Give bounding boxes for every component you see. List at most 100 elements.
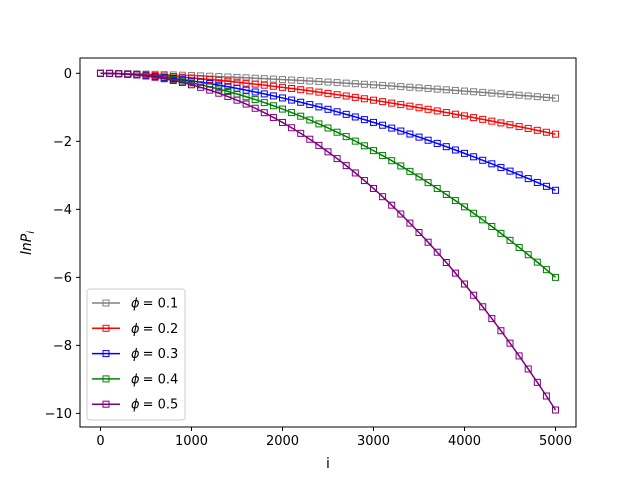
data-point-marker xyxy=(160,75,168,83)
data-point-marker xyxy=(370,147,378,155)
data-point-marker xyxy=(370,118,378,126)
data-point-marker xyxy=(333,155,341,163)
data-point-marker xyxy=(388,82,396,90)
data-point-marker xyxy=(388,201,396,209)
data-point-marker xyxy=(533,126,541,134)
data-point-marker xyxy=(315,103,323,111)
y-tick-label: −2 xyxy=(53,135,72,150)
data-point-marker xyxy=(479,156,487,164)
data-point-marker xyxy=(424,105,432,113)
data-point-marker xyxy=(488,223,496,231)
data-point-marker xyxy=(461,203,469,211)
legend-value: = 0.2 xyxy=(143,322,179,337)
data-point-marker xyxy=(533,258,541,266)
data-point-marker xyxy=(451,197,459,205)
data-point-marker xyxy=(397,101,405,109)
data-point-marker xyxy=(552,130,560,138)
data-point-marker xyxy=(497,229,505,237)
data-point-marker xyxy=(315,78,323,86)
data-point-marker xyxy=(415,104,423,112)
x-tick-label: 5000 xyxy=(539,434,572,449)
data-point-marker xyxy=(488,89,496,97)
data-point-marker xyxy=(370,96,378,104)
x-tick-label: 4000 xyxy=(448,434,481,449)
data-point-marker xyxy=(351,137,359,145)
data-point-marker xyxy=(488,315,496,323)
data-point-marker xyxy=(360,95,368,103)
data-point-marker xyxy=(397,83,405,91)
legend-item: ϕ = 0.4 xyxy=(92,372,178,387)
legend-item: ϕ = 0.2 xyxy=(92,322,178,337)
legend-marker xyxy=(102,400,110,408)
data-point-marker xyxy=(479,216,487,224)
data-point-marker xyxy=(151,73,159,81)
data-point-marker xyxy=(242,74,250,82)
data-point-marker xyxy=(542,93,550,101)
data-point-marker xyxy=(451,146,459,154)
data-point-marker xyxy=(306,87,314,95)
series-line xyxy=(100,72,557,278)
legend-box xyxy=(86,288,186,421)
data-point-marker xyxy=(433,248,441,256)
series-line xyxy=(100,72,556,99)
legend-symbol: ϕ xyxy=(131,322,140,337)
data-point-marker xyxy=(115,70,123,78)
data-point-marker xyxy=(351,80,359,88)
data-point-marker xyxy=(360,80,368,88)
x-axis: 0 1000 2000 3000 4000 5000 xyxy=(96,427,572,449)
data-point-marker xyxy=(515,171,523,179)
data-point-marker xyxy=(315,120,323,128)
legend-value: = 0.3 xyxy=(143,347,179,362)
data-point-marker xyxy=(324,89,332,97)
data-point-marker xyxy=(470,291,478,299)
data-point-marker xyxy=(470,114,478,122)
data-point-marker xyxy=(461,87,469,95)
data-point-marker xyxy=(515,123,523,131)
data-point-marker xyxy=(442,190,450,198)
data-point-marker xyxy=(397,210,405,218)
data-point-marker xyxy=(388,124,396,132)
data-point-marker xyxy=(333,108,341,116)
data-point-marker xyxy=(242,100,250,108)
data-point-marker xyxy=(251,96,259,104)
data-point-marker xyxy=(342,79,350,87)
data-point-marker xyxy=(533,378,541,386)
data-point-marker xyxy=(524,124,532,132)
data-point-marker xyxy=(397,127,405,135)
data-point-marker xyxy=(260,109,268,117)
data-point-marker xyxy=(96,69,104,77)
data-point-marker xyxy=(351,113,359,121)
data-point-marker xyxy=(342,162,350,170)
data-point-marker xyxy=(479,115,487,123)
data-point-marker xyxy=(297,112,305,120)
data-point-marker xyxy=(260,75,268,83)
series-3 xyxy=(96,69,560,194)
data-point-marker xyxy=(288,124,296,132)
x-tick-label: 0 xyxy=(96,434,104,449)
y-tick-label: −8 xyxy=(53,339,72,354)
data-point-marker xyxy=(215,89,223,97)
data-point-marker xyxy=(433,139,441,147)
data-point-marker xyxy=(433,107,441,115)
data-point-marker xyxy=(324,124,332,132)
legend-item: ϕ = 0.3 xyxy=(92,347,178,362)
data-point-marker xyxy=(197,83,205,91)
legend-marker xyxy=(102,324,110,332)
data-point-marker xyxy=(269,75,277,83)
data-point-marker xyxy=(169,76,177,84)
data-point-marker xyxy=(242,86,250,94)
data-point-marker xyxy=(260,90,268,98)
data-point-marker xyxy=(506,167,514,175)
data-point-marker xyxy=(106,69,114,77)
data-point-marker xyxy=(206,76,214,84)
data-point-marker xyxy=(306,101,314,109)
data-point-marker xyxy=(451,269,459,277)
data-point-marker xyxy=(297,98,305,106)
data-point-marker xyxy=(451,86,459,94)
data-point-marker xyxy=(342,110,350,118)
data-point-marker xyxy=(552,186,560,194)
data-point-marker xyxy=(233,96,241,104)
data-point-marker xyxy=(278,118,286,126)
data-point-marker xyxy=(406,83,414,91)
